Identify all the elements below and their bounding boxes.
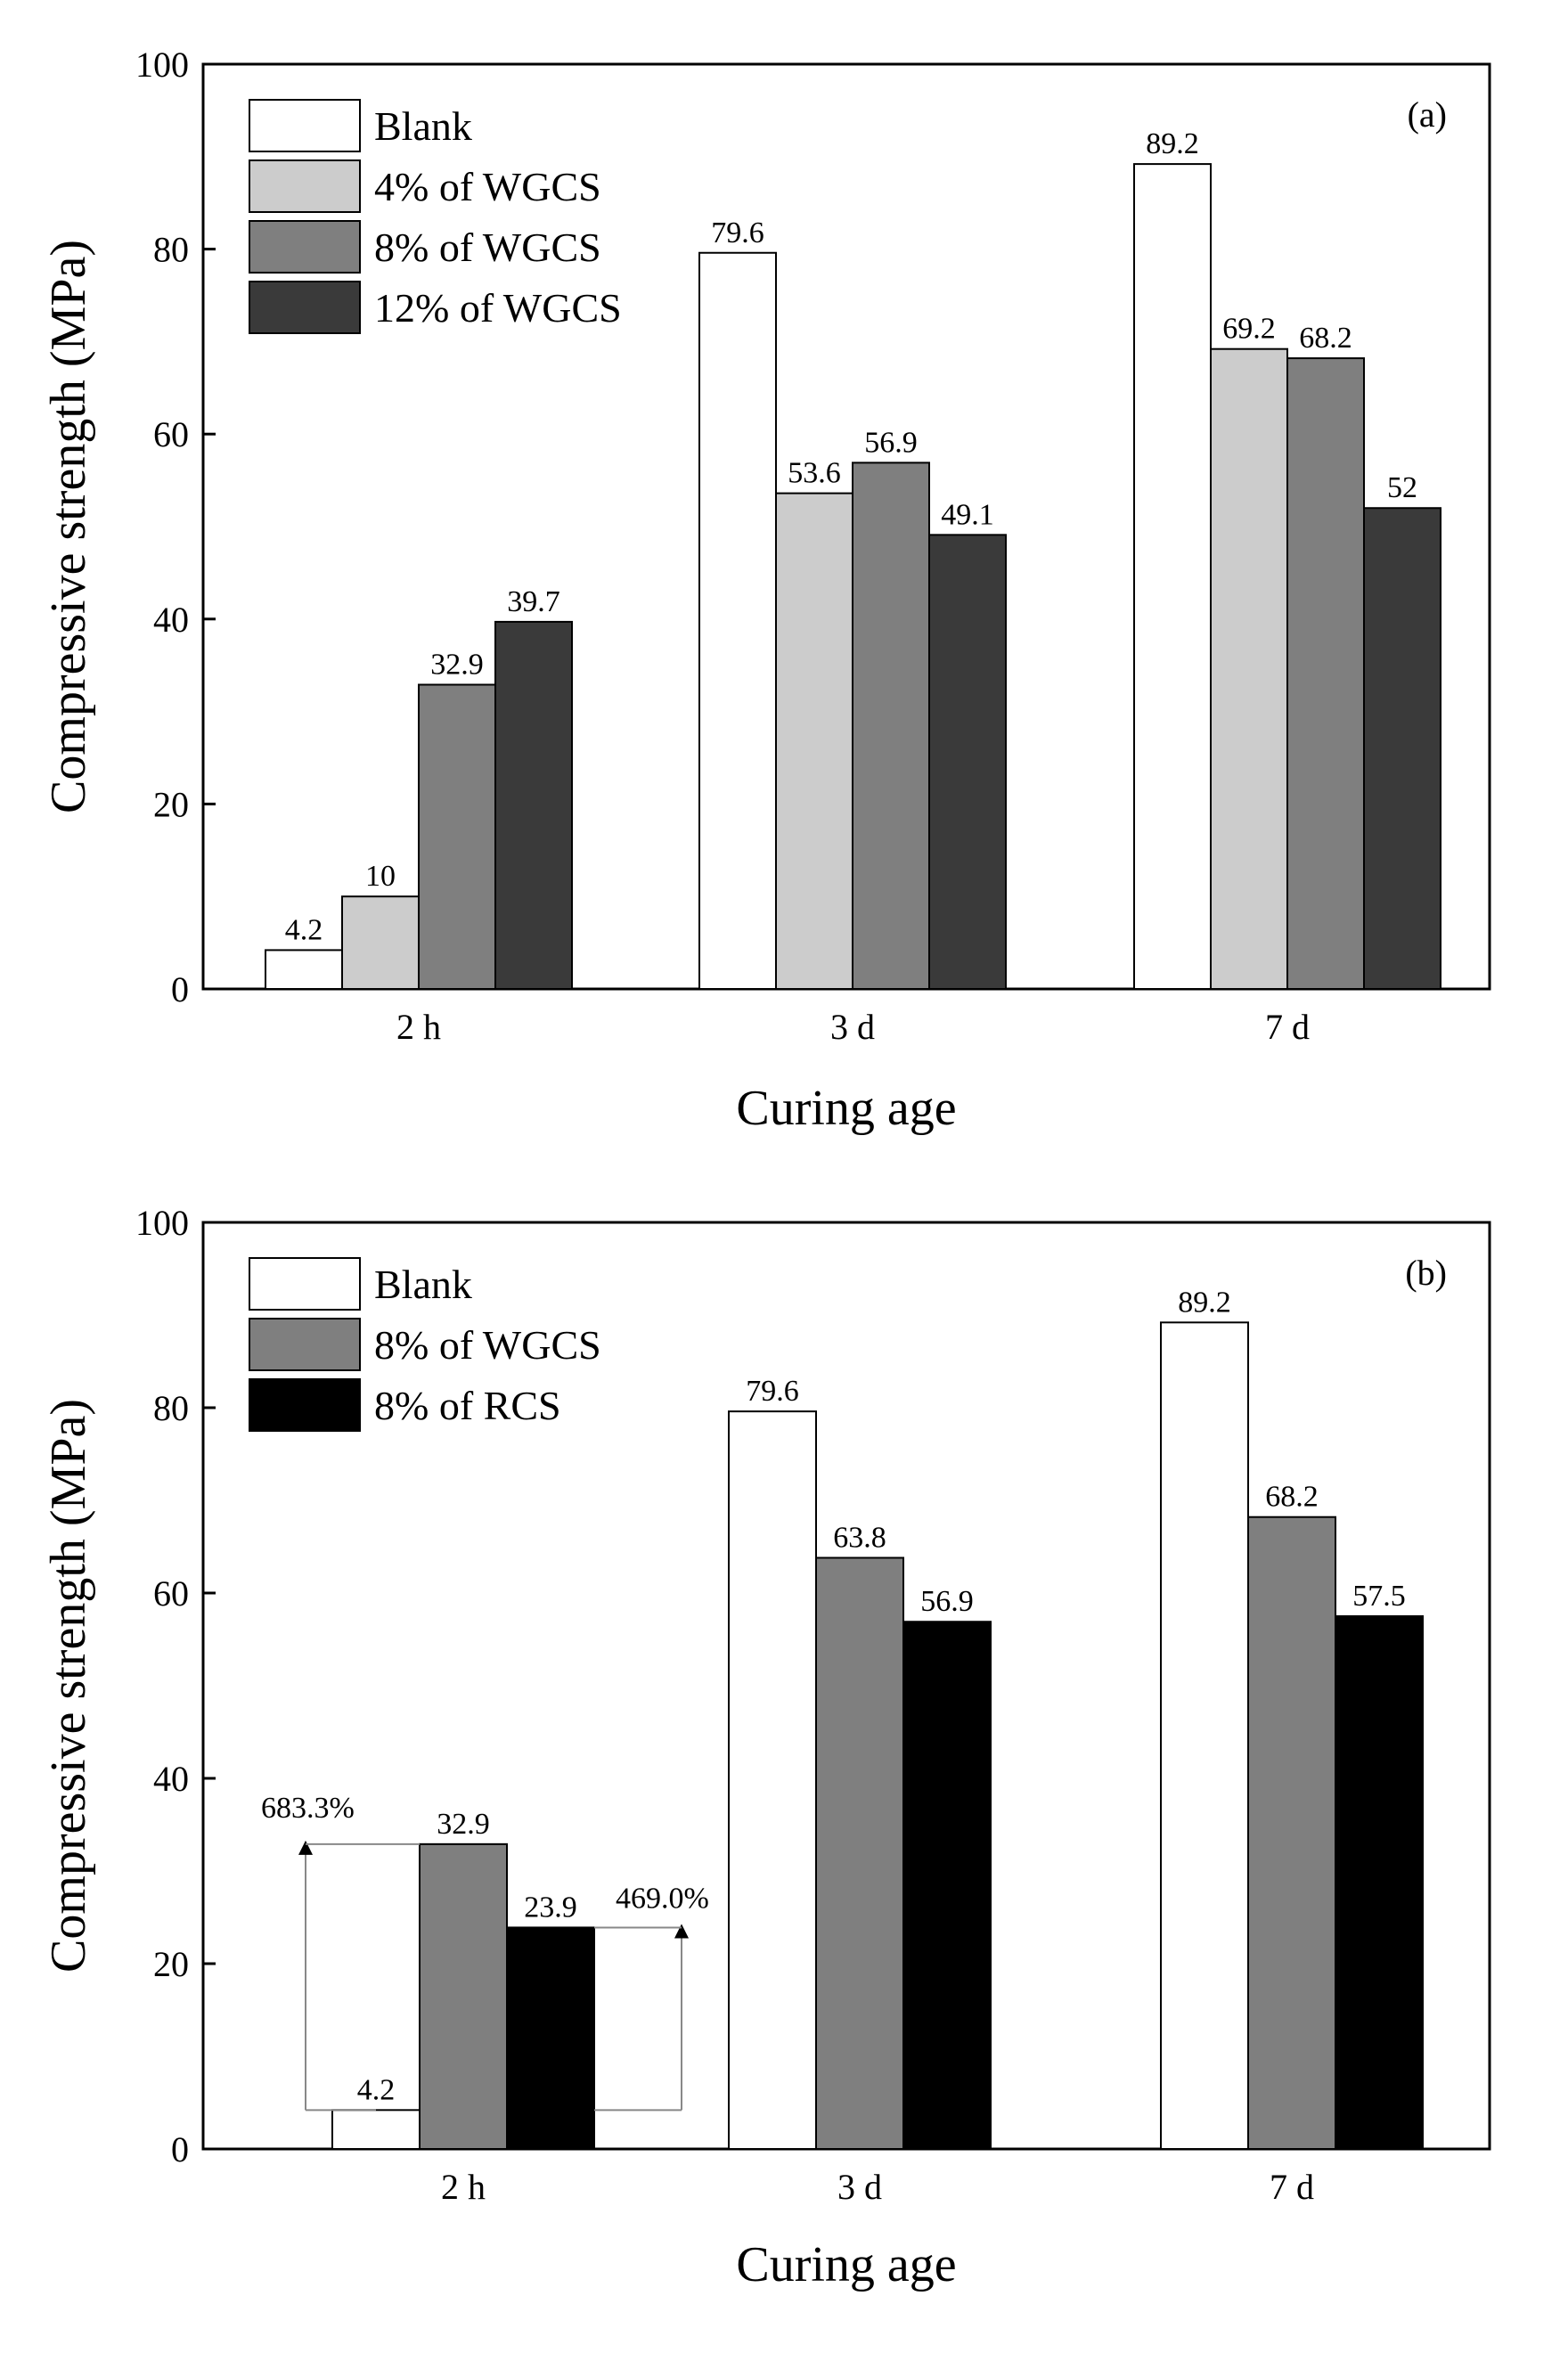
legend-label: Blank: [374, 1262, 472, 1307]
legend-label: 8% of WGCS: [374, 225, 601, 270]
panel-label: (a): [1408, 94, 1447, 135]
bar: [265, 949, 343, 991]
bar-value-label: 68.2: [1299, 322, 1352, 355]
bar: [852, 462, 930, 990]
bar-value-label: 32.9: [437, 1808, 490, 1841]
bar-value-label: 49.1: [941, 498, 994, 531]
y-tick-label: 40: [153, 600, 189, 640]
y-tick-label: 80: [153, 1388, 189, 1428]
bar-value-label: 56.9: [920, 1585, 974, 1618]
legend-swatch: [249, 220, 361, 274]
bar: [506, 1926, 595, 2150]
bar: [815, 1556, 904, 2150]
x-tick-label: 3 d: [837, 2167, 882, 2207]
y-tick-label: 20: [153, 784, 189, 824]
bar: [775, 492, 853, 990]
bar: [341, 895, 420, 991]
x-tick-label: 2 h: [396, 1007, 441, 1047]
legend-label: 4% of WGCS: [374, 164, 601, 209]
panel-label: (b): [1405, 1253, 1447, 1293]
y-tick-label: 60: [153, 1573, 189, 1614]
bar-value-label: 32.9: [430, 648, 484, 681]
bar-value-label: 10: [365, 860, 396, 893]
y-tick-label: 0: [171, 969, 189, 1009]
bar: [331, 2109, 421, 2151]
legend-swatch: [249, 1378, 361, 1432]
annotation-label: 683.3%: [261, 1792, 355, 1825]
bar-value-label: 68.2: [1265, 1481, 1319, 1514]
legend-swatch: [249, 159, 361, 213]
bar: [1133, 163, 1212, 990]
y-axis-title: Compressive strength (MPa): [41, 1399, 96, 1973]
legend-label: 12% of WGCS: [374, 285, 622, 331]
bar-value-label: 69.2: [1222, 313, 1276, 346]
y-axis-title: Compressive strength (MPa): [41, 240, 96, 813]
bar: [1286, 357, 1365, 991]
legend-label: 8% of WGCS: [374, 1322, 601, 1368]
bar-value-label: 79.6: [711, 217, 764, 249]
bar-value-label: 4.2: [357, 2073, 396, 2106]
bar-value-label: 89.2: [1178, 1286, 1231, 1319]
bar-value-label: 89.2: [1146, 127, 1199, 160]
bar: [418, 683, 496, 990]
x-tick-label: 7 d: [1265, 1007, 1310, 1047]
bar: [902, 1621, 992, 2150]
bar-value-label: 56.9: [864, 426, 918, 459]
x-axis-title: Curing age: [736, 2237, 956, 2292]
bar: [419, 1842, 508, 2151]
bar-value-label: 53.6: [788, 457, 841, 490]
bar: [494, 620, 573, 990]
legend-swatch: [249, 1318, 361, 1371]
y-tick-label: 100: [135, 1203, 189, 1243]
legend-swatch: [249, 281, 361, 334]
legend-swatch: [249, 99, 361, 152]
y-tick-label: 60: [153, 414, 189, 454]
bar-value-label: 57.5: [1352, 1580, 1406, 1613]
y-tick-label: 20: [153, 1944, 189, 1984]
bar: [928, 534, 1007, 990]
bar: [1247, 1516, 1336, 2150]
chart-panel-a: 0 20 40 60 80 100 2 h 3 d 7 d Curing age Compressi…: [41, 45, 1491, 1136]
bar: [1210, 347, 1288, 991]
bar: [1335, 1615, 1424, 2150]
x-tick-label: 3 d: [830, 1007, 875, 1047]
bar: [728, 1410, 817, 2151]
bar: [698, 251, 777, 990]
bar-value-label: 63.8: [833, 1521, 886, 1554]
bar-value-label: 52: [1387, 471, 1417, 504]
bar-value-label: 4.2: [285, 913, 323, 946]
bar: [1363, 507, 1441, 990]
bar-value-label: 23.9: [524, 1891, 577, 1924]
annotation-label: 469.0%: [616, 1882, 709, 1915]
x-axis-title: Curing age: [736, 1081, 956, 1136]
y-tick-label: 80: [153, 230, 189, 270]
y-tick-label: 100: [135, 45, 189, 85]
bar-value-label: 39.7: [507, 585, 560, 618]
y-tick-label: 0: [171, 2129, 189, 2169]
x-tick-label: 7 d: [1270, 2167, 1314, 2207]
x-tick-label: 2 h: [441, 2167, 486, 2207]
chart-panel-b: 0 20 40 60 80 100 2 h 3 d 7 d Curing age Compressi…: [41, 1203, 1491, 2292]
legend-label: 8% of RCS: [374, 1383, 561, 1428]
y-tick-label: 40: [153, 1759, 189, 1799]
legend-label: Blank: [374, 103, 472, 149]
bar-value-label: 79.6: [746, 1375, 799, 1408]
bar: [1160, 1321, 1249, 2150]
legend-swatch: [249, 1257, 361, 1311]
